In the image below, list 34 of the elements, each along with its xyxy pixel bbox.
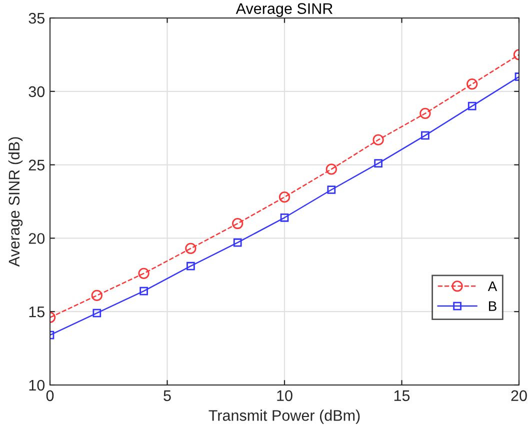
- point: [372, 134, 384, 146]
- y-tick-label: 15: [29, 306, 44, 318]
- point: [232, 218, 244, 230]
- y-tick-label: 35: [28, 12, 44, 24]
- point: [466, 78, 478, 90]
- legend-label: B: [488, 301, 496, 311]
- x-tick-label: 0: [46, 390, 54, 402]
- x-axis-title: Transmit Power (dBm): [208, 410, 360, 424]
- point: [326, 164, 337, 175]
- point: [186, 262, 195, 270]
- y-tick-label: 30: [28, 86, 45, 98]
- point: [327, 186, 336, 194]
- point: [233, 238, 242, 247]
- point: [92, 308, 102, 318]
- point: [468, 102, 476, 110]
- point: [280, 213, 289, 222]
- point: [374, 159, 382, 168]
- legend-label: A: [488, 281, 498, 292]
- point: [278, 192, 290, 203]
- chart-title: Average SINR: [236, 3, 332, 18]
- point: [185, 242, 196, 254]
- x-tick-label: 10: [277, 390, 292, 402]
- point: [140, 286, 148, 296]
- x-tick-label: 20: [511, 390, 527, 402]
- x-tick-label: 5: [164, 390, 171, 402]
- point: [421, 131, 430, 140]
- point: [420, 108, 431, 119]
- x-tick-label: 15: [394, 390, 410, 402]
- y-tick-label: 10: [29, 380, 45, 391]
- y-tick-label: 20: [28, 233, 45, 244]
- point: [138, 268, 150, 279]
- y-tick-label: 25: [28, 160, 44, 170]
- point: [91, 290, 102, 302]
- y-axis-title: Average SINR (dB): [8, 137, 23, 267]
